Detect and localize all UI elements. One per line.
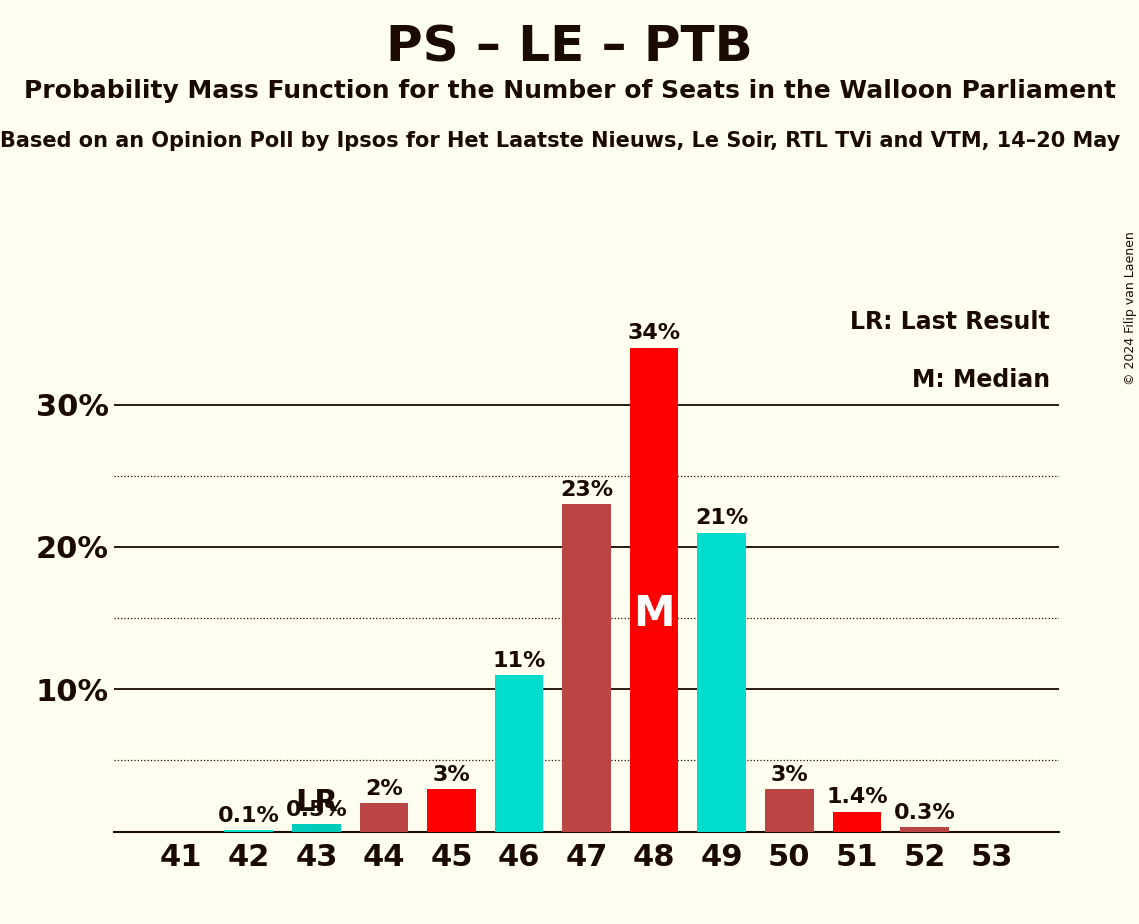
Text: 1.4%: 1.4% bbox=[826, 787, 887, 808]
Bar bbox=[494, 675, 543, 832]
Bar bbox=[765, 789, 813, 832]
Bar bbox=[427, 789, 476, 832]
Text: 3%: 3% bbox=[433, 765, 470, 784]
Text: 3%: 3% bbox=[770, 765, 809, 784]
Text: 23%: 23% bbox=[560, 480, 613, 500]
Text: 34%: 34% bbox=[628, 323, 681, 344]
Text: 21%: 21% bbox=[695, 508, 748, 529]
Text: 0.3%: 0.3% bbox=[893, 803, 956, 823]
Bar bbox=[900, 827, 949, 832]
Text: 0.1%: 0.1% bbox=[218, 806, 280, 826]
Text: PS – LE – PTB: PS – LE – PTB bbox=[386, 23, 753, 71]
Text: LR: Last Result: LR: Last Result bbox=[850, 310, 1050, 334]
Text: M: M bbox=[633, 593, 675, 635]
Text: LR: LR bbox=[295, 788, 338, 818]
Bar bbox=[292, 824, 341, 832]
Text: 11%: 11% bbox=[492, 650, 546, 671]
Text: M: Median: M: Median bbox=[911, 368, 1050, 392]
Bar bbox=[697, 532, 746, 832]
Bar bbox=[360, 803, 408, 832]
Text: © 2024 Filip van Laenen: © 2024 Filip van Laenen bbox=[1124, 231, 1137, 384]
Text: Based on an Opinion Poll by Ipsos for Het Laatste Nieuws, Le Soir, RTL TVi and V: Based on an Opinion Poll by Ipsos for He… bbox=[0, 131, 1121, 152]
Bar bbox=[563, 505, 611, 832]
Text: 0.5%: 0.5% bbox=[286, 800, 347, 821]
Bar bbox=[224, 830, 273, 832]
Bar bbox=[630, 347, 679, 832]
Text: 2%: 2% bbox=[364, 779, 403, 799]
Text: Probability Mass Function for the Number of Seats in the Walloon Parliament: Probability Mass Function for the Number… bbox=[24, 79, 1115, 103]
Bar bbox=[833, 811, 882, 832]
